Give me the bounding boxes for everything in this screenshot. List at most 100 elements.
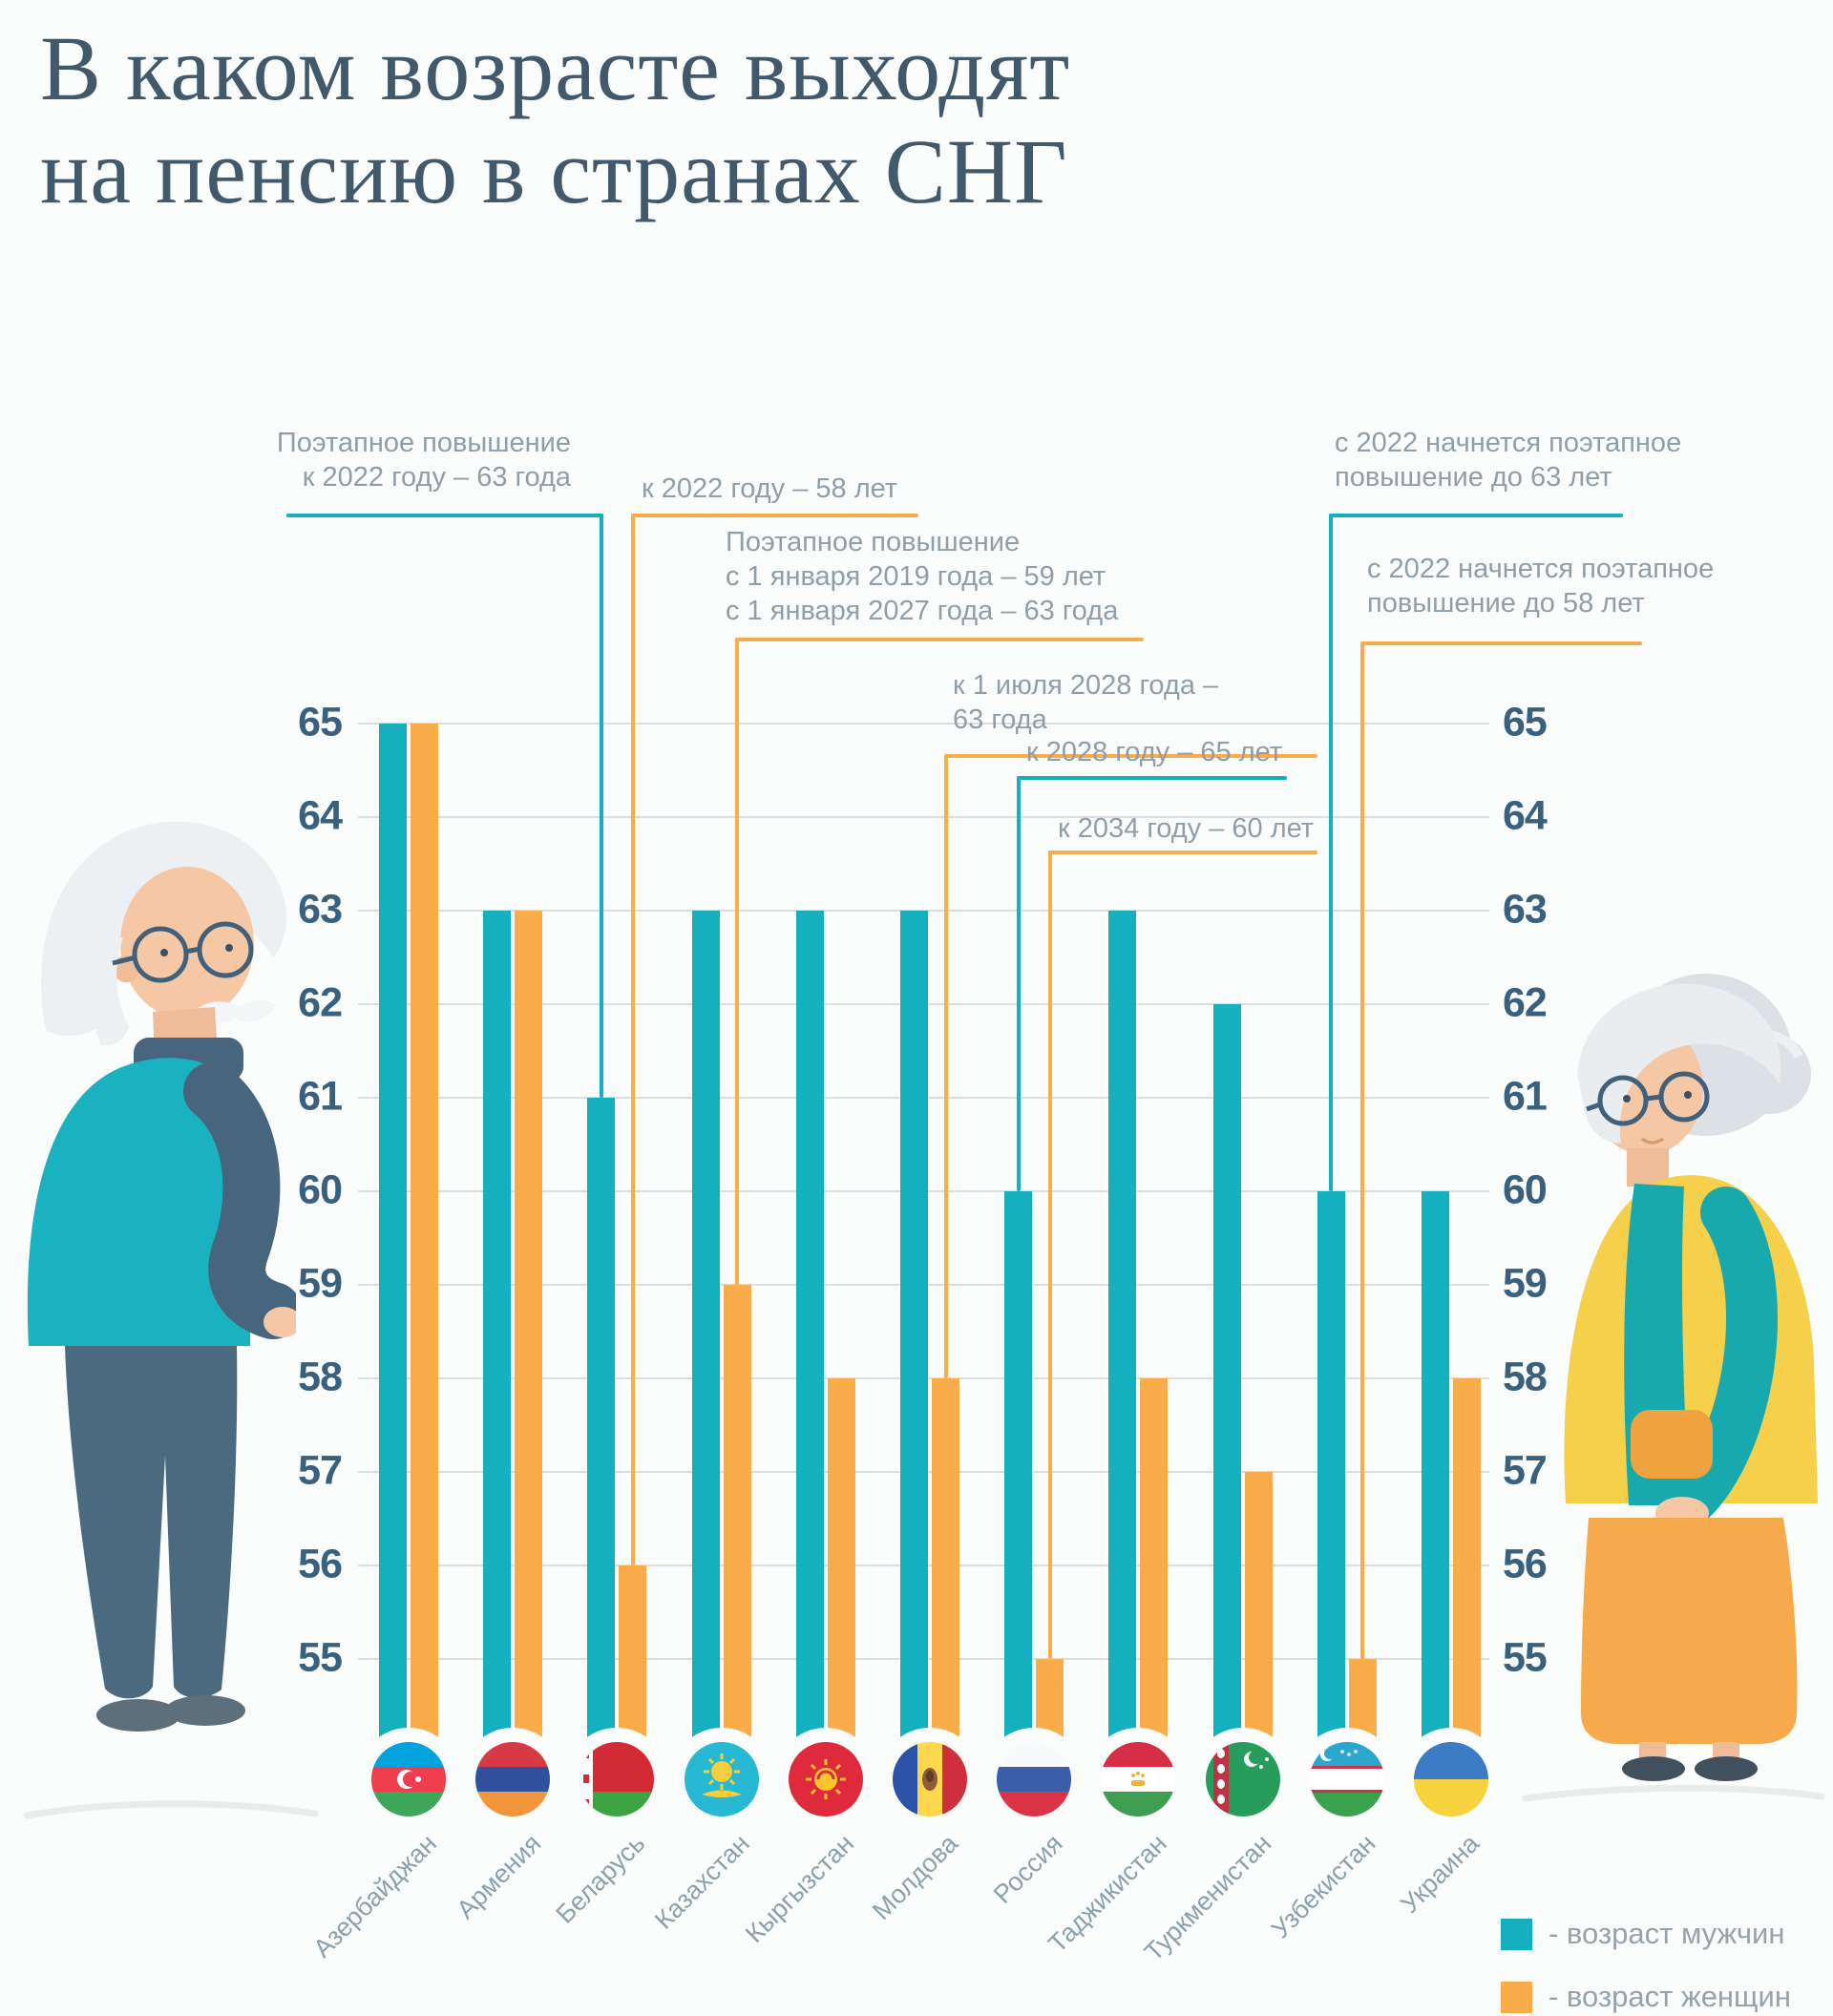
annotation-rule-0 [286,514,603,517]
annotation-text-5: к 2034 году – 60 лет [1058,811,1314,846]
shadow-left [23,1800,319,1819]
woman-sleeve [1658,1186,1778,1531]
annotation-rule-1 [630,514,918,517]
y-axis-label-left-57: 57 [298,1447,343,1494]
bar-men-5 [900,911,928,1756]
man-sweater-arm [183,1062,296,1339]
woman-skirt [1581,1518,1798,1744]
y-axis-label-right-60: 60 [1503,1166,1548,1213]
annotation-line-text: к 2034 году – 60 лет [1058,813,1315,844]
country-label-3: Казахстан [649,1829,755,1935]
woman-shoe-right [1695,1756,1758,1781]
y-axis-label-left-63: 63 [298,886,343,933]
y-axis-label-left-65: 65 [298,699,343,746]
bar-men-8 [1212,1004,1241,1756]
flag-arm-svg [461,1728,565,1831]
flag-blr-svg [565,1728,669,1831]
bar-men-6 [1004,1191,1033,1756]
flag-aze-svg [357,1728,460,1831]
annotation-text-2: Поэтапное повышение с 1 января 2019 года … [726,525,1118,628]
annotation-line-text: повышение до 58 лет [1367,588,1645,619]
y-axis-label-left-64: 64 [298,792,343,839]
man-shoe-right [165,1695,245,1726]
flag-mda-icon [878,1728,981,1831]
annotation-line-text: к 1 июля 2028 года – [953,670,1219,701]
country-label-6: Россия [987,1829,1068,1909]
y-axis-label-right-64: 64 [1503,792,1548,839]
flag-rus-icon [982,1728,1086,1831]
country-label-5: Молдова [867,1829,964,1925]
annotation-text-0: Поэтапное повышение к 2022 году – 63 года [277,426,571,494]
annotation-line-text: к 2022 году – 58 лет [642,473,898,504]
y-axis-label-right-63: 63 [1503,886,1548,933]
man-vest [27,1058,253,1346]
man-face [120,867,254,1019]
man-eye-right [225,944,233,952]
annotation-rule-4 [1016,776,1287,780]
gridline-65 [358,723,1489,724]
flag-kaz-svg [669,1728,773,1831]
woman-hair-front [1577,983,1781,1144]
flag-kaz-icon [669,1728,773,1831]
flag-tkm-icon [1190,1728,1295,1831]
annotation-line-text: с 1 января 2019 года – 59 лет [726,561,1106,592]
country-label-2: Беларусь [550,1829,651,1929]
legend-swatch-women [1501,1981,1532,2013]
woman-eye-left [1623,1095,1631,1102]
bar-women-10 [1453,1378,1481,1756]
y-axis-label-left-59: 59 [298,1260,343,1307]
flag-kgz-icon [773,1728,877,1831]
flag-tkm-svg [1190,1728,1295,1831]
annotation-rule-2 [735,638,1144,641]
bar-men-2 [587,1098,616,1756]
bar-men-10 [1422,1191,1449,1756]
bar-women-3 [723,1285,751,1756]
bar-women-2 [619,1565,647,1756]
country-label-0: Азербайджан [307,1829,443,1964]
annotation-line-text: Поэтапное повышение [726,527,1021,557]
flag-ukr-svg [1400,1728,1503,1831]
y-axis-label-right-58: 58 [1503,1354,1548,1400]
man-hair [41,821,287,1037]
woman-shoe-left [1622,1756,1685,1781]
page-title-line1: В каком возрасте выходят [40,17,1071,119]
y-axis-label-right-62: 62 [1503,979,1548,1026]
bar-women-7 [1140,1378,1169,1756]
y-axis-label-right-59: 59 [1503,1260,1548,1307]
flag-uzb-icon [1295,1728,1399,1831]
y-axis-label-right-57: 57 [1503,1447,1548,1494]
flag-rus-svg [982,1728,1086,1831]
annotation-text-4: к 2028 году – 65 лет [1026,735,1282,769]
bar-men-9 [1317,1191,1345,1756]
man-hair-side [90,931,129,1046]
flag-arm-icon [461,1728,565,1831]
man-shoe-left [96,1699,180,1732]
annotation-rule-5 [1047,850,1317,854]
annotation-line-text: повышение до 63 лет [1335,462,1612,493]
y-axis-label-left-56: 56 [298,1541,343,1587]
woman-glasses [1586,1071,1710,1126]
annotation-pointer-0 [599,514,603,1098]
woman-eye-right [1684,1091,1692,1099]
bar-men-0 [379,724,407,1756]
flag-ukr-icon [1400,1728,1503,1831]
bar-women-0 [411,724,438,1756]
elderly-man-illustration [27,821,296,1732]
annotation-text-3: к 1 июля 2028 года –63 года [953,668,1218,737]
annotation-line-text: 63 года [953,704,1047,735]
flag-mda-svg [878,1728,981,1831]
gridline-64 [358,816,1489,818]
annotation-text-6: с 2022 начнется поэтапное повышение до 63… [1335,426,1681,494]
man-pants [65,1346,238,1699]
elderly-woman-illustration [1564,974,1818,1781]
woman-pocket [1631,1410,1713,1479]
y-axis-label-right-61: 61 [1503,1073,1548,1120]
annotation-rule-6 [1329,514,1623,517]
annotation-pointer-2 [735,638,740,1285]
y-axis-label-left-61: 61 [298,1073,343,1120]
country-label-10: Украина [1395,1829,1485,1919]
country-label-9: Узбекистан [1265,1829,1381,1944]
man-eye-left [160,949,168,956]
annotation-pointer-4 [1016,776,1021,1191]
